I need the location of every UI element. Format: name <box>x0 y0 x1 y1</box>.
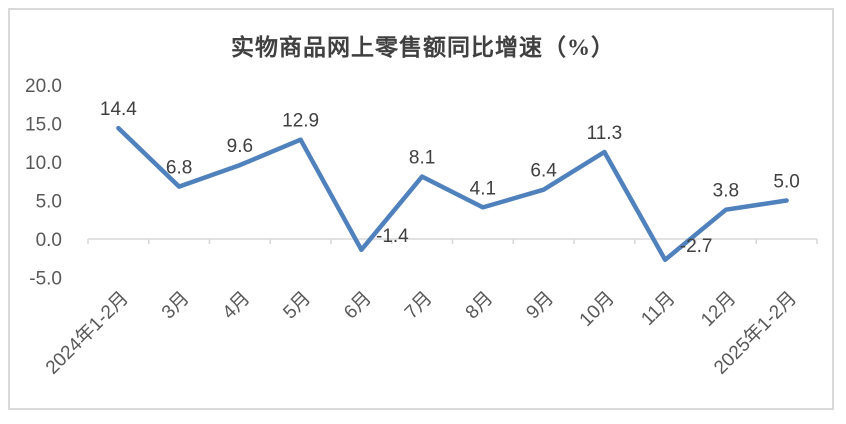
chart-frame <box>8 8 834 410</box>
x-axis-tick-label: 12月 <box>697 288 740 331</box>
data-label: 11.3 <box>587 123 623 144</box>
data-label: 6.4 <box>530 161 557 182</box>
data-label: -2.7 <box>680 236 713 257</box>
data-label: 6.8 <box>166 158 192 179</box>
x-axis-tick-label: 3月 <box>158 288 194 324</box>
x-axis-tick-label: 6月 <box>340 288 376 324</box>
y-axis-tick-label: -5.0 <box>29 269 62 290</box>
x-axis-tick-label: 2024年1-2月 <box>41 287 133 379</box>
x-axis-tick-label: 10月 <box>576 288 619 331</box>
x-axis-tick-label: 5月 <box>279 288 315 324</box>
data-label: 3.8 <box>713 181 739 202</box>
x-axis-tick-label: 11月 <box>637 288 679 330</box>
data-label: 8.1 <box>409 148 435 169</box>
y-axis-tick-label: 15.0 <box>25 115 62 136</box>
y-axis-tick-label: 0.0 <box>36 230 62 251</box>
x-axis-tick-label: 8月 <box>462 288 498 324</box>
data-label: -1.4 <box>376 226 409 247</box>
data-label: 9.6 <box>227 136 253 157</box>
chart-title: 实物商品网上零售额同比增速（%） <box>231 35 615 60</box>
x-axis-tick-label: 4月 <box>219 288 255 324</box>
data-label: 14.4 <box>100 99 137 120</box>
x-axis-tick-label: 9月 <box>522 288 558 324</box>
y-axis-tick-label: 5.0 <box>36 192 62 213</box>
data-label: 4.1 <box>470 178 496 199</box>
data-label: 5.0 <box>773 172 799 193</box>
y-axis-tick-label: 20.0 <box>25 76 62 97</box>
x-axis-tick-label: 7月 <box>401 288 437 324</box>
data-line <box>116 125 789 263</box>
y-axis-tick-label: 10.0 <box>25 153 62 174</box>
data-label: 12.9 <box>282 111 319 132</box>
